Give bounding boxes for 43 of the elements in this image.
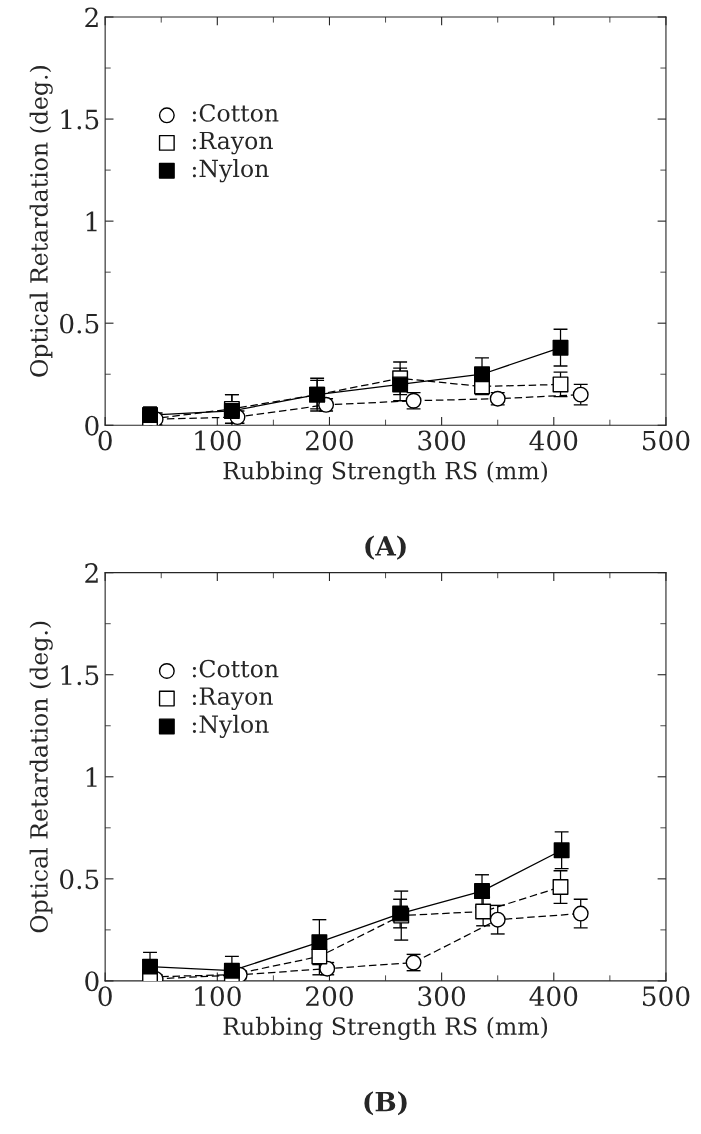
point [489, 911, 506, 928]
y-tick-label: 0 [85, 971, 99, 992]
x-tick-label: 400 [529, 430, 578, 451]
x-tick-label: 300 [418, 430, 466, 451]
x-tick-label: 100 [195, 430, 241, 451]
point [311, 934, 328, 951]
x-tick-label: 500 [643, 986, 690, 1007]
x-tick-label: 200 [306, 430, 353, 451]
text: (B) [364, 1091, 407, 1116]
legend-label: :Cotton [192, 104, 279, 122]
point [572, 905, 589, 922]
point [142, 958, 158, 975]
y-axis-title: Optical Retardation (deg.) [29, 621, 53, 933]
y-tick-label: 2 [85, 563, 98, 583]
x-tick-label: 100 [195, 986, 241, 1007]
legend-label: :Nylon [192, 714, 269, 738]
y-tick-label: 0.5 [60, 313, 99, 334]
y-tick-label: 1.5 [61, 109, 99, 130]
text: (A) [365, 535, 406, 560]
point [553, 842, 570, 859]
x-axis-title: Rubbing Strength RS (mm) [223, 1016, 548, 1041]
point [552, 339, 569, 356]
y-axis-title: Optical Retardation (deg.) [29, 66, 53, 377]
point [552, 879, 569, 895]
y-tick-label: 1 [86, 211, 97, 232]
point [474, 366, 490, 383]
point [552, 376, 569, 393]
x-tick-label: 300 [418, 986, 466, 1007]
x-tick-label: 500 [643, 430, 690, 451]
point [474, 883, 490, 900]
legend-label: :Nylon [192, 159, 269, 183]
legend-label: :Rayon [192, 687, 273, 710]
x-tick-label: 200 [306, 986, 353, 1007]
x-axis-title: Rubbing Strength RS (mm) [223, 461, 548, 485]
y-tick-label: 0.5 [60, 869, 99, 890]
x-tick-label: 400 [529, 986, 578, 1007]
y-tick-label: 1 [86, 767, 97, 787]
y-tick-label: 1.5 [61, 665, 99, 686]
legend-label: :Rayon [192, 131, 273, 155]
y-tick-label: 0 [85, 415, 99, 436]
legend-label: :Cotton [192, 659, 279, 678]
point [223, 962, 240, 979]
y-tick-label: 2 [85, 7, 98, 28]
